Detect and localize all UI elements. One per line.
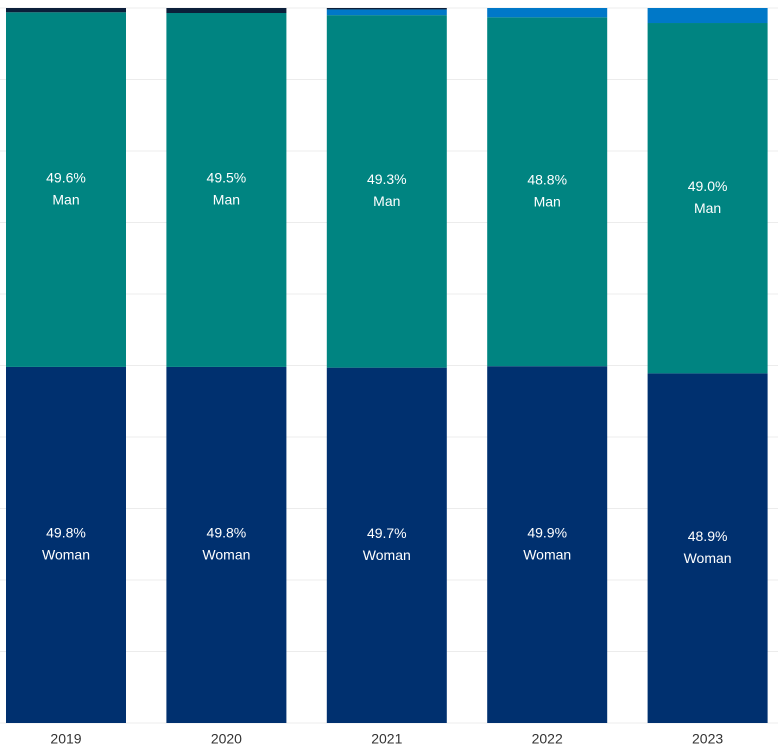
x-tick-label: 2021	[371, 731, 402, 747]
series-label: Man	[52, 191, 79, 207]
value-label: 48.8%	[527, 171, 567, 187]
series-label: Man	[373, 193, 400, 209]
series-label: Woman	[363, 547, 411, 563]
series-label: Woman	[42, 547, 90, 563]
bar-segment	[487, 8, 608, 18]
series-label: Woman	[523, 546, 571, 562]
bar-segment	[6, 366, 126, 723]
value-label: 49.0%	[688, 178, 728, 194]
value-label: 49.3%	[367, 171, 407, 187]
bar-segment	[6, 12, 126, 367]
value-label: 49.9%	[527, 524, 567, 540]
series-label: Woman	[684, 550, 732, 566]
value-label: 48.9%	[688, 528, 728, 544]
value-label: 49.6%	[46, 169, 86, 185]
bar-segment	[326, 367, 447, 723]
series-label: Man	[213, 192, 240, 208]
bar-segment	[647, 23, 768, 374]
bar-segment	[166, 366, 287, 723]
bar-segment	[487, 17, 608, 367]
value-label: 49.5%	[207, 170, 247, 186]
series-label: Woman	[202, 547, 250, 563]
bar-segment	[647, 8, 768, 24]
bar-segment	[326, 15, 447, 368]
bar-segment	[166, 8, 287, 14]
bar-segment	[326, 8, 447, 10]
series-label: Man	[534, 193, 561, 209]
bar-segment	[647, 373, 768, 723]
value-label: 49.8%	[207, 525, 247, 541]
bar-segment	[6, 8, 126, 13]
value-label: 49.7%	[367, 525, 407, 541]
bar-segment	[166, 13, 287, 367]
bar-segment	[326, 9, 447, 16]
x-tick-label: 2022	[532, 731, 563, 747]
series-label: Man	[694, 200, 721, 216]
x-tick-label: 2020	[211, 731, 242, 747]
value-label: 49.8%	[46, 525, 86, 541]
x-tick-label: 2019	[50, 731, 81, 747]
bar-segment	[487, 366, 608, 723]
x-tick-label: 2023	[692, 731, 723, 747]
